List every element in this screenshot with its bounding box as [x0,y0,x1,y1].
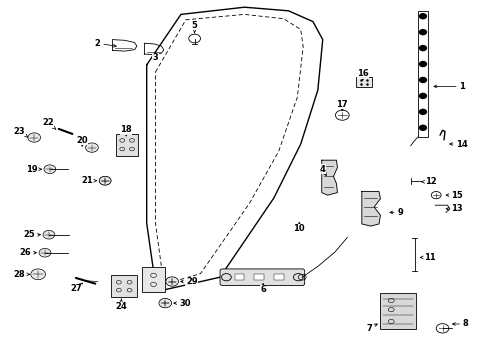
Circle shape [39,248,51,257]
Text: 21: 21 [81,176,97,185]
Text: 30: 30 [173,299,190,307]
Circle shape [419,77,426,82]
Text: 2: 2 [95,39,116,48]
Text: 13: 13 [445,204,462,213]
Text: 15: 15 [445,191,462,199]
Text: 11: 11 [420,253,435,262]
Circle shape [419,125,426,130]
Circle shape [44,165,56,174]
Circle shape [165,277,178,286]
Text: 24: 24 [115,299,127,311]
Text: 3: 3 [152,53,158,62]
Text: 14: 14 [448,140,467,149]
Text: 20: 20 [76,136,88,146]
Text: 26: 26 [20,248,37,257]
Circle shape [419,109,426,114]
Bar [417,11,427,137]
Bar [111,275,137,297]
FancyBboxPatch shape [220,269,304,285]
Bar [142,267,165,292]
Text: 23: 23 [14,127,28,137]
Bar [380,293,415,329]
Circle shape [419,14,426,19]
Circle shape [31,269,45,280]
Bar [116,134,138,156]
Text: 12: 12 [421,177,436,186]
Text: 27: 27 [70,283,82,293]
Polygon shape [321,160,337,195]
Circle shape [85,143,98,152]
Text: 6: 6 [260,283,265,294]
Text: 17: 17 [336,100,347,111]
Circle shape [419,30,426,35]
Text: 8: 8 [451,320,468,328]
Bar [355,77,371,87]
Text: 25: 25 [23,230,41,239]
Polygon shape [361,192,380,226]
Text: 7: 7 [366,324,376,333]
Circle shape [159,299,171,307]
Bar [254,274,264,280]
Text: 1: 1 [433,82,464,91]
Text: 9: 9 [389,208,402,217]
Circle shape [28,133,41,142]
Circle shape [99,176,111,185]
Text: 22: 22 [42,118,56,129]
Bar [234,274,244,280]
Text: 28: 28 [14,270,30,279]
Circle shape [419,46,426,51]
Circle shape [419,93,426,98]
Text: 19: 19 [26,165,41,174]
Circle shape [419,62,426,67]
Text: 16: 16 [356,69,368,80]
Text: 4: 4 [319,165,325,176]
Circle shape [159,298,171,308]
Circle shape [99,176,111,185]
Text: 10: 10 [293,222,305,233]
Bar [273,274,283,280]
Text: 18: 18 [120,125,132,136]
Circle shape [43,230,55,239]
Text: 5: 5 [191,21,197,33]
Circle shape [166,277,178,286]
Text: 29: 29 [180,277,197,286]
